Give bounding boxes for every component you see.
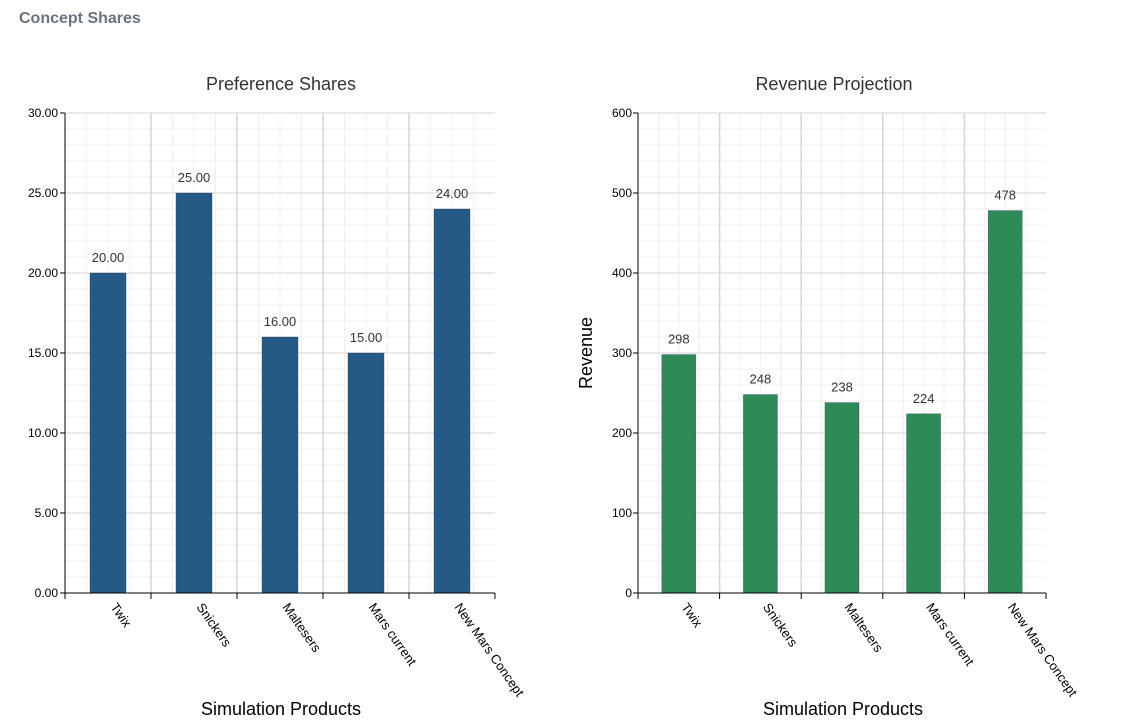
- chart1-x-tick-label: Snickers: [194, 600, 235, 650]
- page-title: Concept Shares: [19, 10, 141, 27]
- chart1-x-tick-label: New Mars Concept: [452, 600, 528, 699]
- chart2-bar-value-label: 224: [913, 391, 935, 406]
- chart1-y-tick-label: 25.00: [28, 186, 58, 200]
- chart2-y-tick-label: 300: [612, 346, 632, 360]
- chart2-bar: [906, 413, 941, 594]
- chart1-y-tick-label: 10.00: [28, 426, 58, 440]
- chart1-y-tick-label: 20.00: [28, 266, 58, 280]
- chart1-y-tick-label: 0.00: [35, 586, 59, 600]
- chart2-y-tick-label: 500: [612, 186, 632, 200]
- chart2-x-axis-title: Simulation Products: [763, 699, 923, 719]
- chart1-bar-value-label: 24.00: [436, 186, 469, 201]
- chart1-bar: [433, 208, 471, 594]
- chart2-bar-value-label: 478: [994, 188, 1016, 203]
- chart1-x-tick-label: Twix: [108, 600, 135, 630]
- chart2-title: Revenue Projection: [755, 74, 912, 94]
- chart1-bar: [89, 272, 127, 594]
- chart2-bar: [661, 354, 697, 594]
- chart2-x-tick-label: Mars current: [923, 600, 977, 669]
- chart2-y-tick-label: 200: [612, 426, 632, 440]
- chart1-x-tick-label: Mars current: [366, 600, 420, 669]
- chart1-x-axis-title: Simulation Products: [201, 699, 361, 719]
- chart1-x-tick-label: Maltesers: [280, 600, 325, 655]
- chart2-y-axis-title: Revenue: [576, 317, 596, 389]
- chart1-y-tick-label: 15.00: [28, 346, 58, 360]
- chart2-bar-value-label: 238: [831, 380, 853, 395]
- chart2-y-tick-label: 600: [612, 106, 632, 120]
- chart1-y-tick-label: 30.00: [28, 106, 58, 120]
- chart1-bar-value-label: 20.00: [92, 250, 125, 265]
- chart2-x-tick-label: New Mars Concept: [1005, 600, 1081, 699]
- chart2-bar-value-label: 248: [750, 372, 772, 387]
- chart1-bar-value-label: 25.00: [178, 170, 211, 185]
- chart1-y-tick-label: 5.00: [35, 506, 59, 520]
- chart2-x-tick-label: Twix: [678, 600, 705, 630]
- chart2-x-tick-label: Snickers: [760, 600, 801, 650]
- chart1-bar: [175, 192, 213, 594]
- chart1-bar: [347, 352, 385, 594]
- chart2-y-tick-label: 100: [612, 506, 632, 520]
- chart2-bar-value-label: 298: [668, 332, 690, 347]
- chart2-x-tick-label: Maltesers: [842, 600, 887, 655]
- chart1-bar-value-label: 16.00: [264, 314, 297, 329]
- chart2-y-tick-label: 0: [625, 586, 632, 600]
- chart1-title: Preference Shares: [206, 74, 356, 94]
- chart2-bar: [743, 394, 778, 594]
- chart2-bar: [987, 210, 1023, 594]
- chart1-bar: [261, 336, 299, 594]
- chart2-bar: [824, 402, 860, 594]
- chart2-y-tick-label: 400: [612, 266, 632, 280]
- chart1-bar-value-label: 15.00: [350, 330, 383, 345]
